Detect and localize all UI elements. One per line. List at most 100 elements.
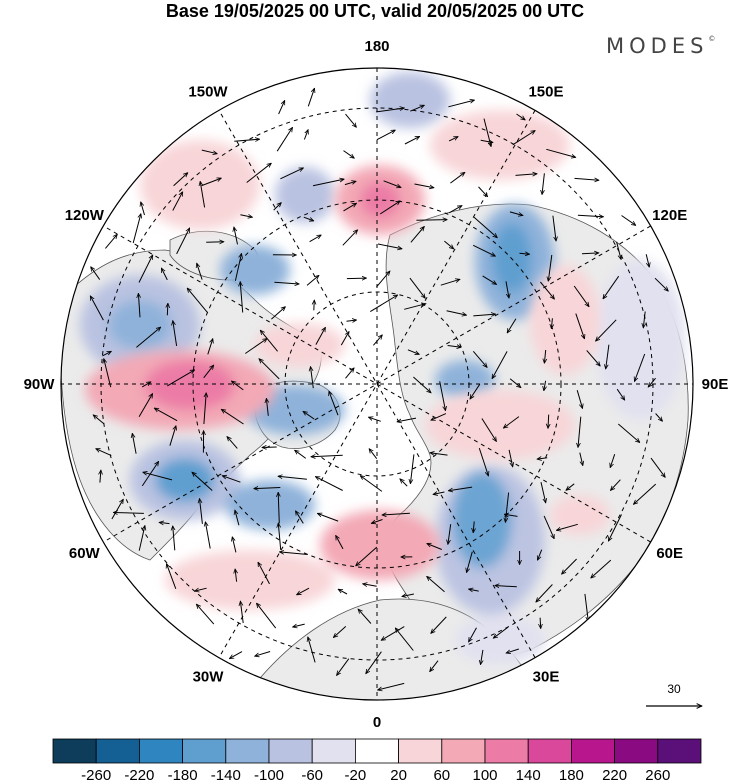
brand-logo: MODES© (606, 34, 715, 58)
negative-anomaly-layer (80, 72, 685, 665)
meridian-60 (99, 223, 655, 545)
colorbar-tick-label: 100 (472, 767, 497, 783)
wind-arrow (414, 183, 434, 188)
wind-arrow (200, 499, 203, 524)
wind-arrow (240, 282, 244, 313)
wind-arrow (136, 327, 160, 348)
wind-arrow (293, 623, 305, 627)
colorbar: -260 -220 -180 -140 -100 -60 -20 20 60 100 140 180 2… (52, 738, 702, 783)
wind-arrow (472, 244, 495, 257)
wind-arrow (255, 651, 271, 657)
wind-arrow (366, 651, 382, 674)
wind-arrow (306, 275, 319, 286)
longitude-label: 150W (188, 83, 228, 100)
wind-arrow (648, 377, 656, 387)
wind-arrow (540, 281, 554, 299)
wind-arrow (383, 180, 401, 188)
wind-arrow (303, 216, 314, 221)
wind-arrow (579, 452, 583, 466)
wind-arrow (448, 524, 452, 544)
wind-arrow (481, 418, 497, 442)
wind-arrow (345, 368, 355, 379)
wind-arrow (439, 381, 446, 410)
wind-arrow (407, 349, 419, 355)
wind-arrow (234, 254, 241, 281)
wind-arrow (314, 300, 315, 311)
wind-arrow (473, 216, 497, 238)
anomaly-pos-canada-core (145, 360, 235, 410)
anomaly-pos-gulf-alaska (140, 140, 260, 230)
colorbar-swatch (398, 738, 443, 764)
wind-arrow (556, 523, 578, 530)
wind-arrow (105, 234, 117, 249)
anomaly-neg-siberia-east (595, 260, 685, 420)
anomaly-neg-mediterranean (455, 615, 545, 665)
wind-arrow (338, 589, 348, 595)
wind-arrow (506, 648, 519, 653)
wind-arrow (444, 240, 453, 249)
wind-arrow (537, 458, 548, 459)
wind-arrow (315, 327, 326, 345)
wind-arrow (232, 381, 244, 391)
wind-arrow (508, 449, 513, 467)
wind-arrow (245, 339, 267, 354)
colorbar-tick-label: 60 (433, 767, 450, 783)
wind-arrow (433, 492, 445, 494)
wind-arrow (197, 263, 203, 280)
colorbar-swatch (614, 738, 659, 764)
colorbar-swatch (225, 738, 270, 764)
colorbar-tick-label: 220 (602, 767, 627, 783)
wind-arrow (536, 584, 553, 603)
wind-arrow (431, 413, 447, 421)
wind-arrow (141, 462, 158, 487)
wind-arrow (440, 279, 460, 286)
wind-arrow (169, 426, 176, 446)
wind-arrow (635, 353, 646, 381)
wind-arrow (143, 472, 173, 481)
anomaly-neg-ural-core (452, 472, 512, 568)
wind-arrow (154, 408, 178, 422)
anomaly-neg-alaska (220, 245, 290, 295)
wind-arrow (578, 416, 582, 448)
wind-arrow (345, 113, 357, 127)
wind-arrow (397, 417, 417, 422)
graticule (61, 68, 693, 700)
wind-arrow (363, 584, 377, 586)
wind-arrow (346, 278, 367, 279)
wind-arrow (448, 486, 473, 491)
wind-arrow (141, 202, 145, 216)
wind-arrow (205, 522, 211, 549)
anomaly-pos-arctic (255, 323, 345, 367)
wind-arrow (346, 320, 357, 321)
wind-arrow (577, 215, 604, 217)
wind-arrow (447, 346, 462, 348)
wind-arrow (227, 437, 238, 449)
wind-arrow (340, 332, 349, 346)
wind-arrow (192, 472, 213, 491)
wind-arrow (655, 413, 663, 422)
wind-arrow (329, 391, 339, 416)
wind-arrow (260, 330, 278, 352)
wind-arrow (273, 203, 282, 211)
wind-arrow (467, 551, 473, 573)
wind-arrow (446, 310, 467, 315)
wind-arrow (480, 140, 493, 142)
wind-arrow (650, 457, 665, 477)
wind-arrow (430, 660, 439, 672)
colorbar-tick-label: -60 (301, 767, 323, 783)
wind-arrow (395, 628, 414, 651)
anomaly-pos-atlantic (165, 550, 335, 610)
longitude-label: 0 (373, 714, 381, 731)
wind-arrow (234, 139, 259, 141)
wind-arrow (173, 321, 178, 346)
wind-arrow (540, 617, 541, 629)
wind-arrow (232, 537, 237, 553)
wind-arrow (235, 510, 240, 526)
wind-arrow (516, 113, 526, 120)
colorbar-tick-label: -20 (345, 767, 367, 783)
wind-arrow (201, 178, 222, 187)
wind-arrow (259, 359, 280, 380)
wind-arrow (278, 523, 282, 550)
anomaly-neg-pacific (370, 72, 450, 128)
wind-arrow (546, 148, 575, 157)
